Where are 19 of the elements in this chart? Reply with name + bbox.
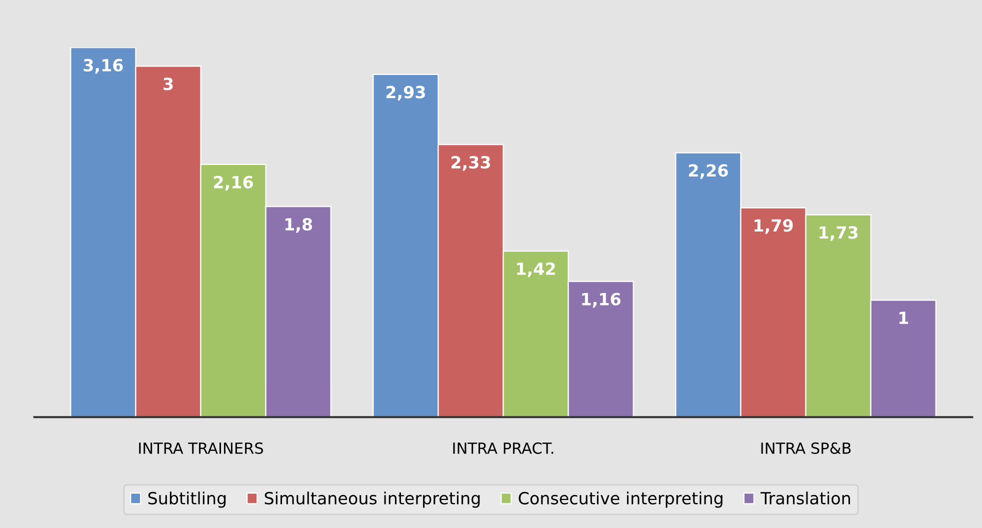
data-label: 1,8 (285, 218, 312, 233)
data-label: 2,93 (386, 86, 425, 101)
data-label: 2,16 (214, 176, 253, 191)
x-tick-label: INTRA SP&B (761, 442, 851, 454)
data-label: 2,26 (688, 164, 728, 179)
data-label: 1,73 (820, 226, 858, 241)
legend-label: Translation (760, 492, 850, 504)
legend-label: Subtitling (148, 492, 226, 508)
x-tick-label: INTRA TRAINERS (139, 442, 264, 454)
data-label: 2,33 (452, 156, 490, 171)
legend-label: Simultaneous interpreting (264, 492, 480, 508)
data-label: 1 (899, 312, 908, 324)
x-tick-label: INTRA PRACT. (453, 442, 554, 454)
data-label: 1,42 (517, 262, 555, 278)
data-label: 1,16 (582, 292, 621, 308)
data-label: 3 (164, 78, 173, 90)
data-label: 3,16 (84, 58, 123, 74)
legend-label: Consecutive interpreting (518, 492, 722, 508)
data-label: 1,79 (754, 219, 793, 234)
